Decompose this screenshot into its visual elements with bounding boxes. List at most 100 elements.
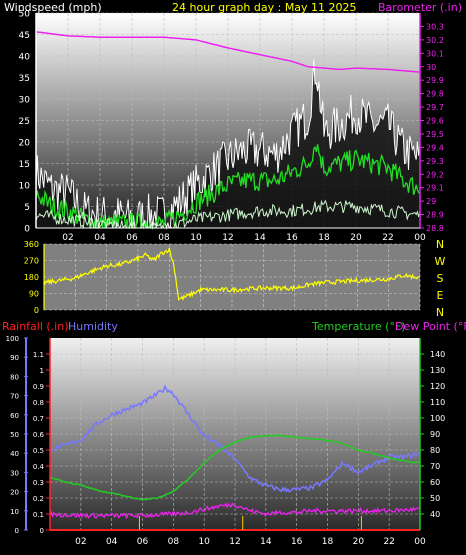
barometer-tick-label: 28.8 — [426, 224, 444, 233]
temperature-line — [49, 434, 421, 501]
humidity-tick-label: 50 — [10, 431, 19, 439]
barometer-tick-label: 29.2 — [426, 170, 444, 179]
wind-y-tick-label: 50 — [19, 10, 31, 20]
rain-tick-label: 0.3 — [33, 479, 44, 487]
temp-tick-label: 140 — [430, 350, 445, 359]
rain-tick-label: 0.1 — [33, 511, 44, 519]
wind-y-tick-label: 15 — [19, 160, 30, 170]
wind-x-tick-label: 02 — [62, 233, 73, 243]
wind-x-tick-label: 12 — [222, 233, 233, 243]
dew-point-legend: Dew Point (°F) — [395, 320, 466, 333]
weather-x-tick-label: 08 — [168, 537, 180, 547]
weather-series — [49, 384, 421, 531]
wind-x-tick-label: 08 — [158, 233, 170, 243]
weather-x-tick-label: 02 — [75, 537, 86, 547]
humidity-tick-label: 30 — [10, 469, 19, 477]
wind-x-tick-label: 22 — [382, 233, 393, 243]
weather-x-tick-label: 22 — [383, 537, 394, 547]
wind-series — [35, 31, 421, 230]
humidity-tick-label: 0 — [15, 527, 19, 535]
temp-tick-label: 110 — [430, 398, 445, 407]
barometer-tick-label: 30.1 — [426, 49, 444, 58]
wind-x-tick-label: 16 — [286, 233, 298, 243]
humidity-tick-label: 80 — [10, 373, 19, 381]
barometer-tick-label: 29.8 — [426, 90, 444, 99]
weather-x-tick-label: 20 — [353, 537, 365, 547]
wind-x-tick-label: 10 — [190, 233, 202, 243]
temp-tick-label: 100 — [430, 414, 445, 423]
wind-y-tick-label: 45 — [19, 31, 30, 41]
rain-tick-label: 0.2 — [33, 495, 44, 503]
rain-tick-label: 0 — [40, 527, 44, 535]
weather-x-tick-label: 16 — [291, 537, 303, 547]
compass-label: S — [437, 272, 444, 285]
graph-date-title: 24 hour graph day : May 11 2025 — [172, 1, 357, 14]
humidity-legend: Humidity — [68, 320, 118, 333]
barometer-tick-label: 29.5 — [426, 130, 444, 139]
humidity-tick-label: 40 — [10, 450, 19, 458]
humidity-tick-label: 60 — [10, 412, 19, 420]
humidity-tick-label: 10 — [10, 508, 19, 516]
rain-tick-label: 0.6 — [33, 431, 45, 439]
barometer-tick-label: 30.3 — [426, 22, 444, 31]
rain-tick-label: 0.9 — [33, 383, 44, 391]
compass-label: N — [436, 238, 444, 251]
weather-x-tick-label: 10 — [198, 537, 210, 547]
wind-y-tick-label: 5 — [24, 203, 30, 213]
compass-label: N — [436, 306, 444, 319]
rain-tick-label: 0.5 — [33, 447, 44, 455]
compass-label: W — [435, 255, 446, 268]
wind-y-tick-label: 35 — [19, 74, 30, 84]
direction-line — [43, 247, 421, 301]
weather-x-tick-label: 18 — [322, 537, 334, 547]
wind-avg-line — [35, 144, 421, 229]
weather-x-tick-label: 14 — [260, 537, 272, 547]
barometer-tick-label: 29.1 — [426, 184, 444, 193]
barometer-axis-title: Barometer (.in) — [378, 1, 462, 14]
direction-series — [43, 247, 421, 301]
barometer-tick-label: 30 — [426, 63, 436, 72]
rain-tick-label: 0.8 — [33, 399, 44, 407]
weather-x-tick-label: 04 — [106, 537, 118, 547]
rain-tick-label: 1 — [40, 367, 44, 375]
rainfall-legend: Rainfall (.in) — [2, 320, 69, 333]
compass-label: E — [437, 289, 444, 302]
barometer-tick-label: 28.9 — [426, 211, 444, 220]
wind-axes: 0 5 10 15 20 25 30 35 40 45 50 02 04 06 08 10 12 14 16 18 20… — [19, 10, 444, 244]
barometer-tick-label: 29 — [426, 197, 436, 206]
wind-x-tick-label: 04 — [94, 233, 106, 243]
direction-y-tick-label: 270 — [24, 257, 39, 266]
barometer-tick-label: 29.9 — [426, 76, 444, 85]
wind-y-tick-label: 30 — [19, 96, 31, 106]
temperature-legend: Temperature (°F) — [311, 320, 406, 333]
windspeed-axis-title: Windspeed (mph) — [4, 1, 102, 14]
direction-y-tick-label: 90 — [29, 290, 39, 299]
barometer-tick-label: 30.2 — [426, 36, 444, 45]
humidity-tick-label: 90 — [10, 354, 19, 362]
barometer-tick-label: 29.6 — [426, 117, 444, 126]
humidity-line — [49, 384, 420, 493]
barometer-tick-label: 29.3 — [426, 157, 444, 166]
dew-point-line — [49, 502, 421, 520]
direction-y-tick-label: 0 — [34, 306, 39, 315]
wind-x-tick-label: 14 — [254, 233, 266, 243]
barometer-line — [35, 31, 421, 73]
rain-tick-label: 0.7 — [33, 415, 44, 423]
humidity-tick-label: 70 — [10, 393, 19, 401]
wind-y-tick-label: 40 — [19, 53, 31, 63]
temp-tick-label: 120 — [430, 382, 445, 391]
barometer-tick-label: 29.7 — [426, 103, 444, 112]
wind-lull-line — [35, 199, 421, 230]
direction-axes: 0 90 180 270 360 — [24, 240, 45, 315]
rain-tick-label: 0.4 — [33, 463, 45, 471]
weather-axes: 0 10 20 30 40 50 60 70 80 90 100 0 0.1 0.2 0.3 0.4 0.5 0.… — [6, 335, 446, 547]
wind-y-tick-label: 0 — [24, 225, 30, 235]
barometer-tick-label: 29.4 — [426, 143, 444, 152]
wind-y-tick-label: 20 — [19, 139, 31, 149]
weather-x-tick-label: 06 — [137, 537, 149, 547]
wind-gust-fill — [36, 59, 420, 229]
direction-y-tick-label: 360 — [24, 240, 39, 249]
direction-y-tick-label: 180 — [24, 273, 39, 282]
wind-y-tick-label: 10 — [19, 182, 31, 192]
